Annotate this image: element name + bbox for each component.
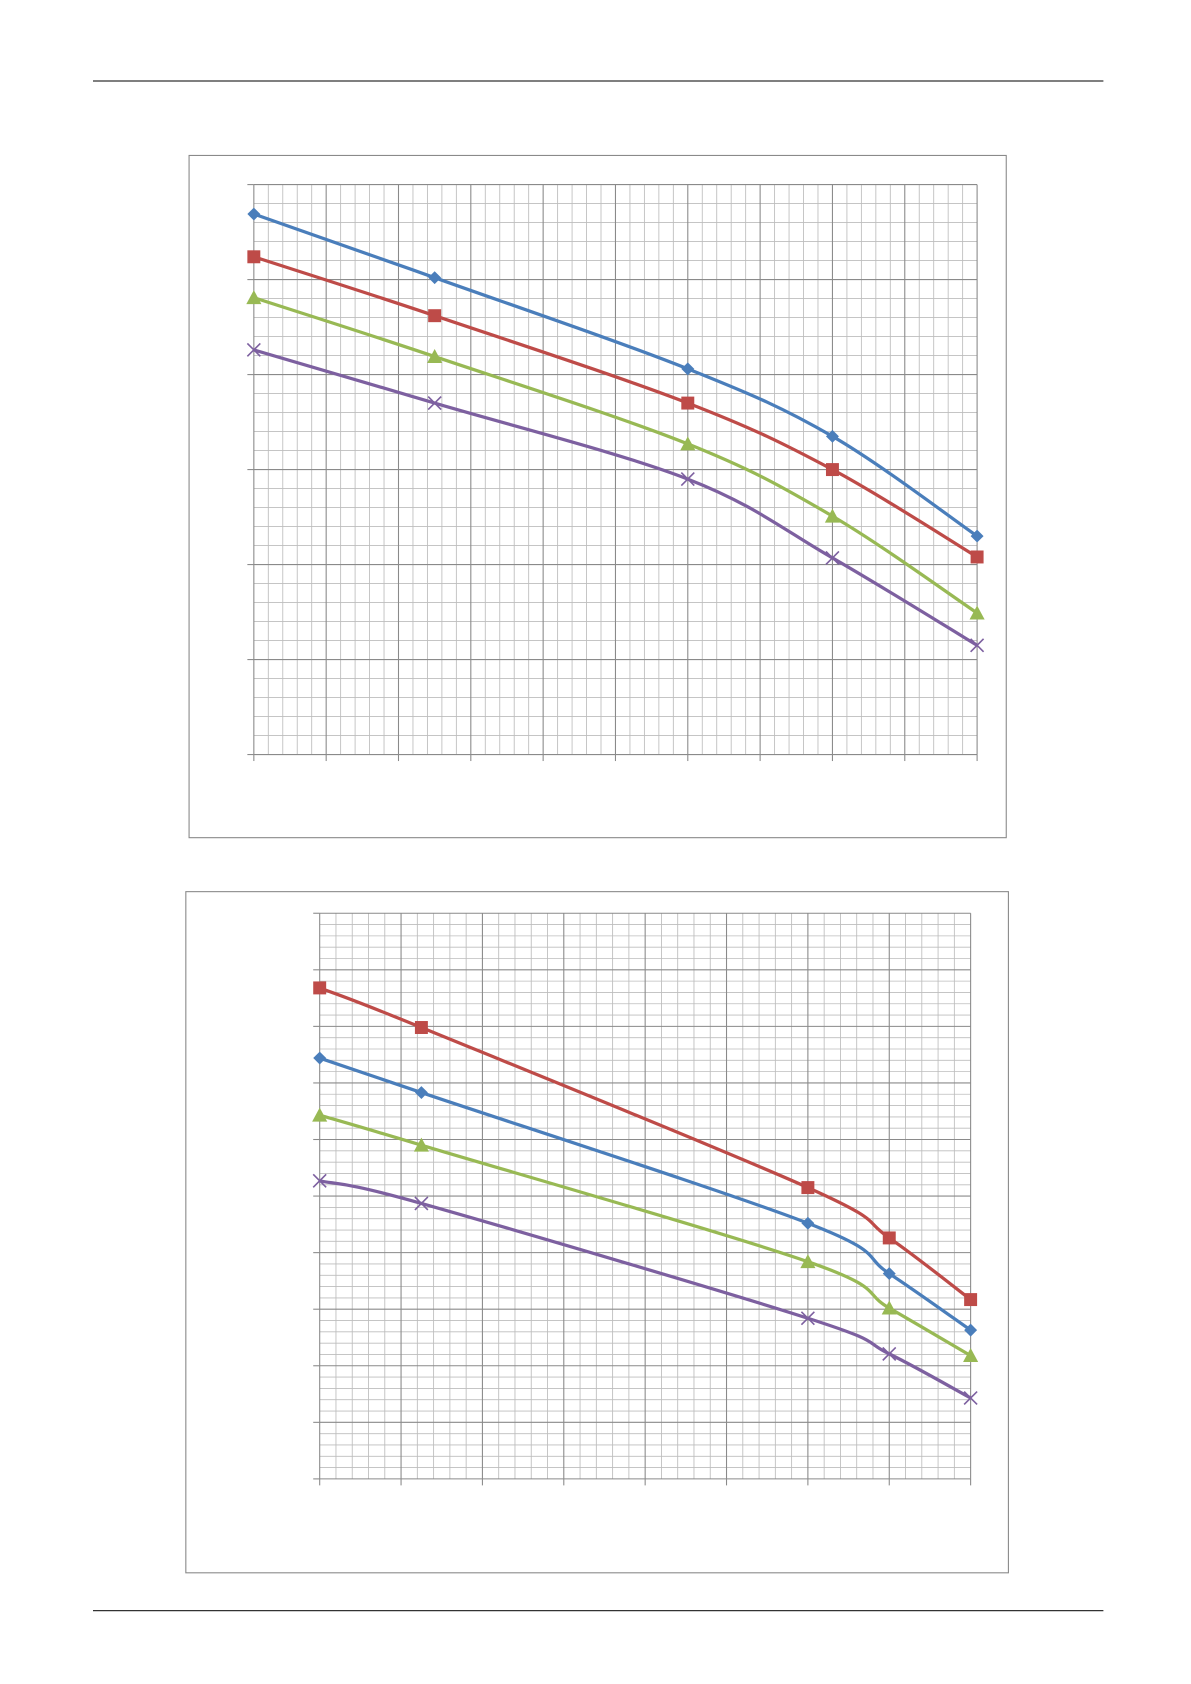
series-line xyxy=(319,986,972,1301)
marker xyxy=(882,1231,896,1245)
marker xyxy=(681,396,695,410)
marker xyxy=(428,271,442,285)
marker xyxy=(882,1346,897,1361)
marker xyxy=(881,1300,897,1315)
chart-frame xyxy=(188,154,1007,839)
marker xyxy=(800,1311,815,1326)
marker xyxy=(801,1216,815,1230)
marker xyxy=(313,1051,327,1065)
series-line xyxy=(319,1056,972,1332)
marker xyxy=(414,1021,428,1034)
marker xyxy=(247,250,261,264)
series-line xyxy=(253,296,979,615)
marker xyxy=(680,436,696,451)
marker xyxy=(964,1293,978,1307)
marker xyxy=(247,207,261,221)
marker xyxy=(801,1181,815,1195)
marker xyxy=(800,1254,816,1269)
marker xyxy=(413,1137,429,1152)
marker xyxy=(882,1267,896,1281)
marker xyxy=(312,1107,328,1122)
marker xyxy=(312,1173,327,1188)
marker xyxy=(313,981,327,995)
series-line xyxy=(253,212,979,538)
marker xyxy=(970,638,985,653)
series-line xyxy=(253,255,978,559)
marker xyxy=(246,290,262,305)
series-line xyxy=(253,348,978,647)
marker xyxy=(427,396,442,411)
marker xyxy=(246,342,261,357)
marker xyxy=(824,508,841,523)
chart-frame xyxy=(185,891,1009,1574)
marker xyxy=(414,1086,428,1100)
marker xyxy=(681,362,695,376)
marker xyxy=(970,550,984,564)
marker xyxy=(414,1196,429,1211)
marker xyxy=(427,348,443,364)
marker xyxy=(970,529,984,543)
marker xyxy=(963,1390,978,1406)
marker xyxy=(825,429,839,443)
marker xyxy=(680,472,695,487)
marker xyxy=(825,463,839,477)
marker xyxy=(428,309,442,323)
marker xyxy=(825,550,840,565)
marker xyxy=(963,1348,979,1363)
marker xyxy=(969,605,985,620)
series-line xyxy=(319,1179,972,1400)
